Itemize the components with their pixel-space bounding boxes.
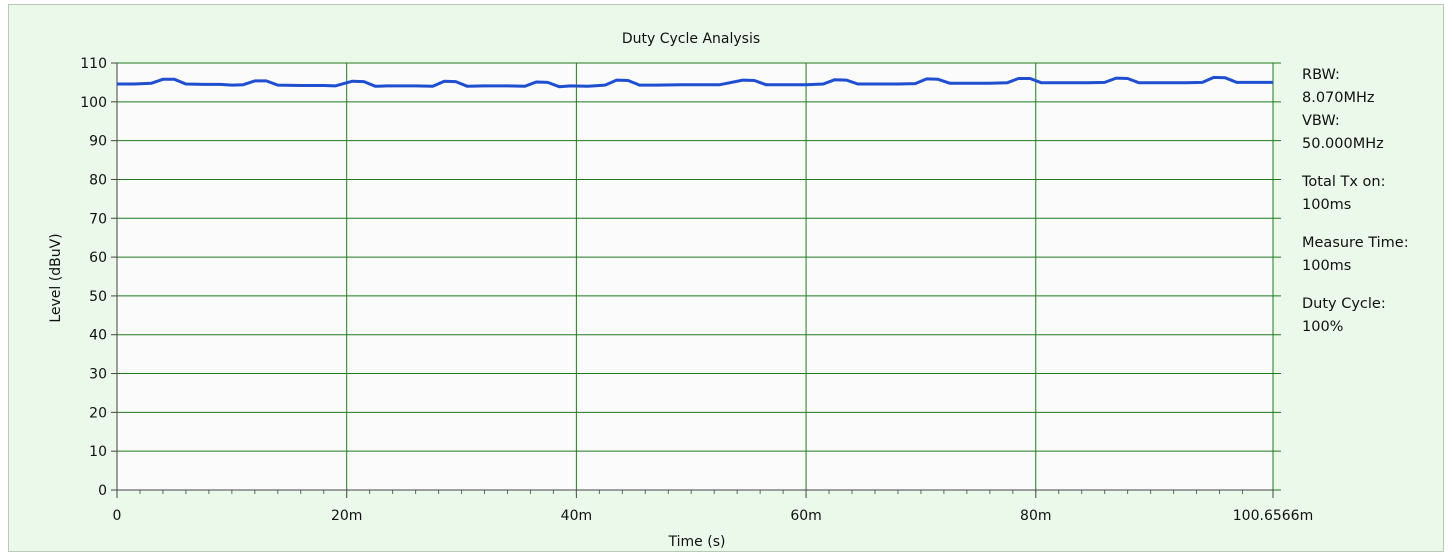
total-tx-label: Total Tx on: — [1302, 174, 1386, 190]
y-axis-title: Level (dBuV) — [48, 233, 64, 322]
x-tick-label: 60m — [790, 508, 821, 524]
chart-title: Duty Cycle Analysis — [622, 31, 760, 47]
x-tick-label: 80m — [1020, 508, 1051, 524]
total-tx-value: 100ms — [1302, 197, 1352, 213]
x-axis-title: Time (s) — [668, 534, 726, 550]
duty-cycle-info: Duty Cycle: 100% — [1302, 293, 1409, 339]
rbw-label: RBW: — [1302, 67, 1340, 83]
y-tick-label: 10 — [89, 444, 107, 460]
series-layer — [117, 75, 1273, 89]
x-tick-label: 20m — [331, 508, 362, 524]
y-tick-label: 0 — [98, 483, 107, 499]
series-line — [117, 75, 1273, 89]
x-tick-label: 40m — [561, 508, 592, 524]
y-tick-label: 40 — [89, 328, 107, 344]
vbw-label: VBW: — [1302, 113, 1340, 129]
measure-time-value: 100ms — [1302, 258, 1352, 274]
measure-time-label: Measure Time: — [1302, 235, 1409, 251]
y-tick-label: 60 — [89, 250, 107, 266]
y-tick-label: 80 — [89, 172, 107, 188]
y-tick-label: 20 — [89, 405, 107, 421]
y-tick-label: 90 — [89, 134, 107, 150]
vbw-info: VBW: 50.000MHz — [1302, 110, 1409, 156]
total-tx-info: Total Tx on: 100ms — [1302, 171, 1409, 217]
y-tick-label: 50 — [89, 289, 107, 305]
y-tick-label: 100 — [80, 95, 107, 111]
y-tick-label: 70 — [89, 211, 107, 227]
axes: 0 10 20 30 40 50 60 70 80 90 100 110 0 20m 40m 60m 80m 10… — [80, 56, 1313, 524]
x-tick-label: 100.6566m — [1233, 508, 1313, 524]
vbw-value: 50.000MHz — [1302, 136, 1384, 152]
rbw-value: 8.070MHz — [1302, 90, 1375, 106]
duty-cycle-label: Duty Cycle: — [1302, 296, 1386, 312]
duty-cycle-value: 100% — [1302, 319, 1344, 335]
measure-time-info: Measure Time: 100ms — [1302, 232, 1409, 278]
rbw-info: RBW: 8.070MHz — [1302, 64, 1409, 110]
measurement-info-panel: RBW: 8.070MHz VBW: 50.000MHz Total Tx on… — [1302, 64, 1409, 354]
y-tick-label: 110 — [80, 56, 107, 72]
plot-area — [117, 63, 1273, 490]
x-tick-label: 0 — [113, 508, 122, 524]
y-tick-label: 30 — [89, 367, 107, 383]
